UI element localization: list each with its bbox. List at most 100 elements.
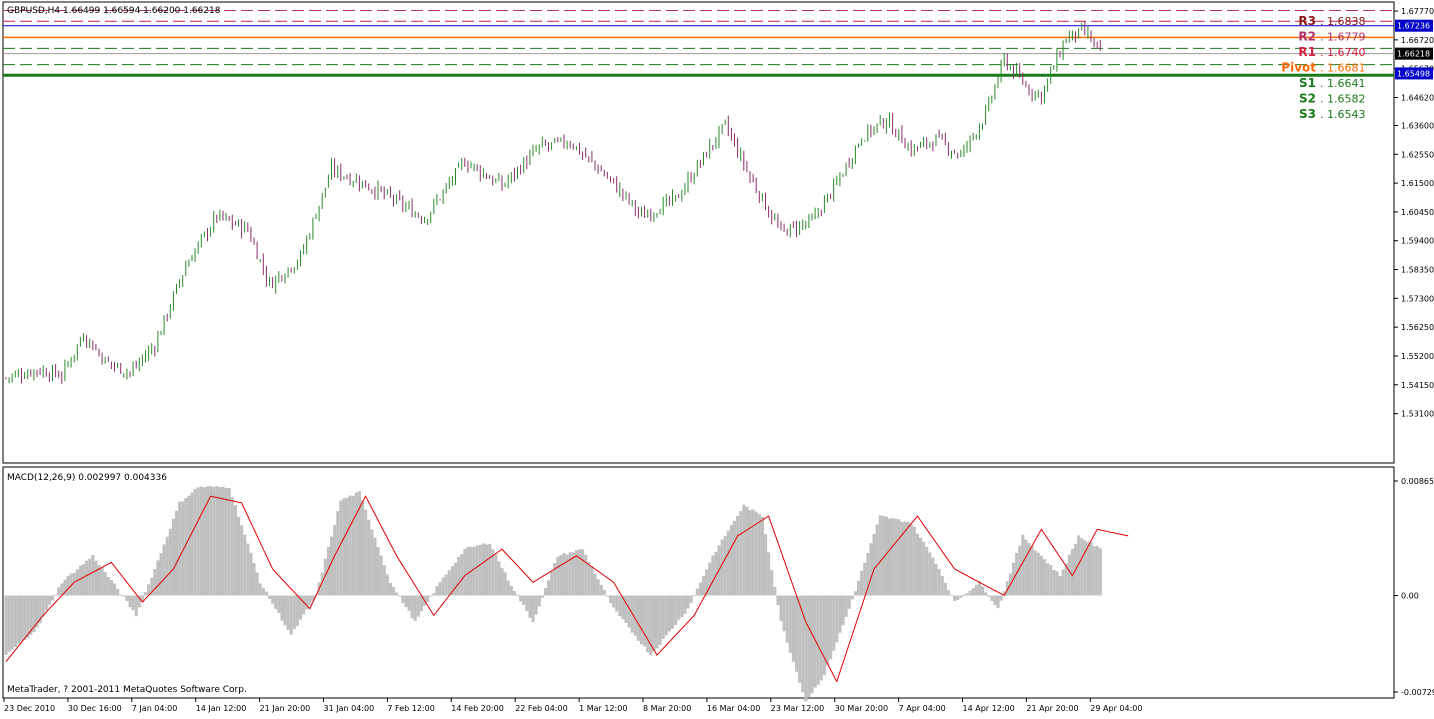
macd-bar bbox=[1083, 540, 1087, 596]
copyright-text: MetaTrader, ? 2001-2011 MetaQuotes Softw… bbox=[7, 685, 247, 695]
macd-bar bbox=[894, 518, 898, 596]
macd-bar bbox=[767, 552, 771, 596]
macd-bar bbox=[144, 592, 148, 596]
time-tick-label: 30 Dec 16:00 bbox=[68, 704, 122, 713]
macd-bar bbox=[1095, 546, 1099, 596]
macd-bar bbox=[364, 509, 368, 596]
macd-bar bbox=[488, 543, 492, 596]
macd-bar bbox=[202, 487, 206, 596]
macd-bar bbox=[255, 572, 259, 596]
macd-bar bbox=[866, 552, 870, 596]
macd-bar bbox=[596, 579, 600, 596]
macd-bar bbox=[745, 506, 749, 596]
macd-bar bbox=[897, 519, 901, 596]
macd-bar bbox=[395, 592, 399, 596]
macd-bar bbox=[122, 595, 126, 597]
macd-bar bbox=[705, 569, 709, 596]
macd-bar bbox=[953, 595, 957, 601]
macd-bar bbox=[150, 577, 154, 596]
macd-bar bbox=[441, 577, 445, 596]
macd-bar bbox=[602, 589, 606, 596]
macd-bar bbox=[912, 526, 916, 596]
pivot-lines bbox=[3, 10, 1394, 77]
macd-bar bbox=[915, 533, 919, 596]
pivot-label-r2: R2 bbox=[1298, 30, 1316, 44]
macd-bar bbox=[10, 595, 14, 650]
macd-bar bbox=[209, 486, 213, 596]
macd-bar bbox=[990, 595, 994, 601]
time-tick-label: 30 Mar 20:00 bbox=[835, 704, 888, 713]
macd-bar bbox=[153, 569, 157, 596]
macd-bar bbox=[770, 570, 774, 596]
macd-bar bbox=[78, 565, 82, 596]
macd-bar bbox=[788, 595, 792, 653]
macd-bar bbox=[280, 595, 284, 621]
price-tick-label: 1.53100 bbox=[1401, 410, 1434, 419]
macd-bar bbox=[661, 595, 665, 639]
macd-bar bbox=[485, 544, 489, 596]
macd-bar bbox=[137, 595, 141, 608]
macd-bar bbox=[946, 590, 950, 596]
macd-bar bbox=[407, 595, 411, 611]
macd-bar bbox=[454, 562, 458, 596]
macd-bar bbox=[1021, 534, 1025, 596]
price-tick-label: 1.60450 bbox=[1401, 208, 1434, 217]
macd-bar bbox=[810, 595, 814, 694]
macd-bar bbox=[295, 595, 299, 626]
macd-bar bbox=[543, 588, 547, 596]
macd-bar bbox=[847, 595, 851, 609]
pivot-value-s3: . 1.6543 bbox=[1320, 108, 1365, 121]
macd-bar bbox=[472, 546, 476, 596]
macd-bar bbox=[54, 594, 58, 596]
macd-signal-line bbox=[5, 495, 1129, 683]
macd-bar bbox=[333, 525, 337, 596]
macd-bar bbox=[382, 564, 386, 596]
macd-bar bbox=[671, 595, 675, 629]
macd-bar bbox=[578, 549, 582, 596]
macd-bar bbox=[69, 573, 73, 596]
macd-bar bbox=[646, 595, 650, 653]
macd-bar bbox=[1086, 542, 1090, 596]
time-tick-label: 8 Mar 20:00 bbox=[643, 704, 691, 713]
macd-bar bbox=[652, 595, 656, 652]
macd-bar bbox=[57, 587, 61, 596]
macd-bar bbox=[181, 501, 185, 596]
time-axis: 23 Dec 2010 30 Dec 16:00 7 Jan 04:00 14 Jan… bbox=[3, 698, 1142, 713]
macd-bar bbox=[419, 595, 423, 612]
macd-bar bbox=[940, 576, 944, 596]
macd-bar bbox=[264, 591, 268, 596]
macd-bar bbox=[88, 558, 92, 596]
macd-bar bbox=[702, 576, 706, 596]
macd-bar bbox=[888, 518, 892, 596]
macd-bar bbox=[612, 595, 616, 608]
macd-bar bbox=[13, 595, 17, 648]
macd-bar bbox=[698, 582, 702, 596]
macd-bar bbox=[249, 552, 253, 596]
macd-bar bbox=[872, 533, 876, 596]
pivot-label-s3: S3 bbox=[1299, 107, 1316, 121]
macd-bar bbox=[643, 595, 647, 647]
macd-bar bbox=[410, 595, 414, 619]
pivot-label-pivot: Pivot bbox=[1281, 61, 1316, 75]
macd-bar bbox=[140, 595, 144, 602]
macd-bar bbox=[906, 521, 910, 596]
macd-bar bbox=[633, 595, 637, 636]
macd-bar bbox=[404, 595, 408, 608]
macd-bar bbox=[320, 572, 324, 596]
macd-bar bbox=[516, 594, 520, 596]
macd-bar bbox=[1018, 545, 1022, 596]
macd-bar bbox=[339, 500, 343, 596]
macd-bar bbox=[968, 590, 972, 596]
time-tick-label: 29 Apr 04:00 bbox=[1090, 704, 1142, 713]
macd-bar bbox=[100, 567, 104, 596]
macd-bar bbox=[1036, 552, 1040, 596]
macd-bar bbox=[739, 511, 743, 596]
macd-bar bbox=[1046, 563, 1050, 596]
macd-bar bbox=[7, 595, 11, 652]
macd-bar bbox=[708, 562, 712, 596]
macd-bar bbox=[348, 495, 352, 596]
macd-bar bbox=[909, 523, 913, 596]
macd-bar bbox=[922, 541, 926, 596]
macd-bar bbox=[221, 486, 225, 596]
price-tick-label: 1.66720 bbox=[1401, 36, 1434, 45]
